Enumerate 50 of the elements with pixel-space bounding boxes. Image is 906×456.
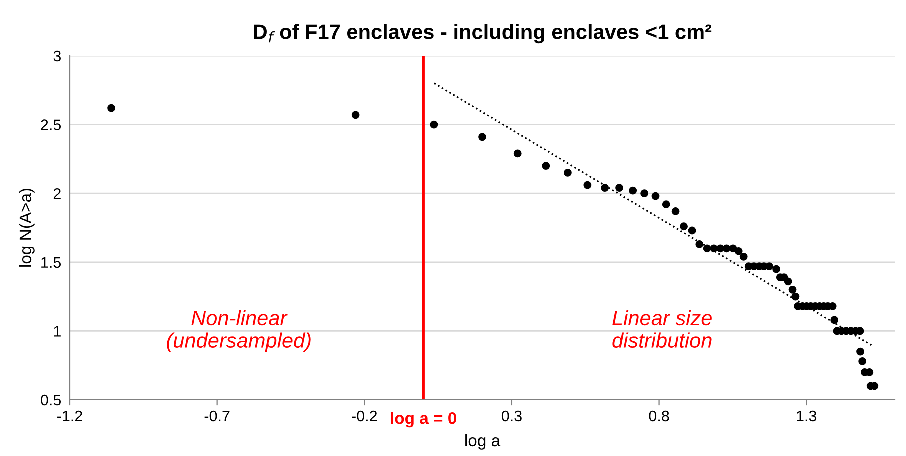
y-tick-label: 0.5 xyxy=(41,394,62,406)
point xyxy=(772,265,781,274)
x-tick-label: 1.3 xyxy=(797,410,817,422)
point xyxy=(640,190,649,198)
point xyxy=(672,208,680,216)
point xyxy=(792,292,800,301)
point xyxy=(629,186,638,195)
x-tick-label: -1.2 xyxy=(58,410,82,422)
x-tick-label: -0.2 xyxy=(352,410,378,422)
point xyxy=(716,244,725,253)
point xyxy=(696,240,704,248)
point xyxy=(601,184,610,192)
annotation: Non-linear (undersampled) xyxy=(167,310,311,352)
y-tick-label: 2.5 xyxy=(41,120,62,130)
x-tick-label: 0.3 xyxy=(502,410,522,422)
point xyxy=(564,169,572,177)
point xyxy=(680,222,688,231)
point xyxy=(858,358,867,366)
point xyxy=(430,120,438,129)
point xyxy=(766,262,774,270)
point xyxy=(830,316,839,324)
point xyxy=(584,181,592,190)
point xyxy=(703,244,712,253)
x-tick-label: -0.7 xyxy=(204,410,230,422)
point xyxy=(478,133,486,142)
chart-title: D$_{f}$ of F17 enclaves - including enclaves <1 cm² xyxy=(254,24,712,44)
point xyxy=(710,244,718,253)
x-axis-title: log a xyxy=(466,434,501,450)
point xyxy=(108,104,116,112)
y-tick-label: 3 xyxy=(54,50,61,62)
point xyxy=(856,348,864,356)
point xyxy=(688,226,696,235)
point xyxy=(542,162,550,170)
point xyxy=(662,200,670,209)
point xyxy=(734,247,743,256)
point xyxy=(784,278,792,286)
point xyxy=(352,111,360,120)
ref-line-label: log a = 0 xyxy=(391,412,456,428)
y-tick-label: 1.5 xyxy=(42,257,62,268)
x-tick-label: 0.8 xyxy=(649,410,670,422)
y-axis-title: log N(A>a) xyxy=(19,188,35,267)
point xyxy=(652,192,660,200)
point xyxy=(788,286,797,294)
point xyxy=(616,184,624,192)
annotation: Linear size distribution xyxy=(612,310,712,348)
point xyxy=(722,244,731,253)
point xyxy=(514,150,522,158)
point xyxy=(740,252,748,261)
y-tick-label: 2 xyxy=(54,188,61,200)
y-tick-label: 1 xyxy=(54,326,61,337)
